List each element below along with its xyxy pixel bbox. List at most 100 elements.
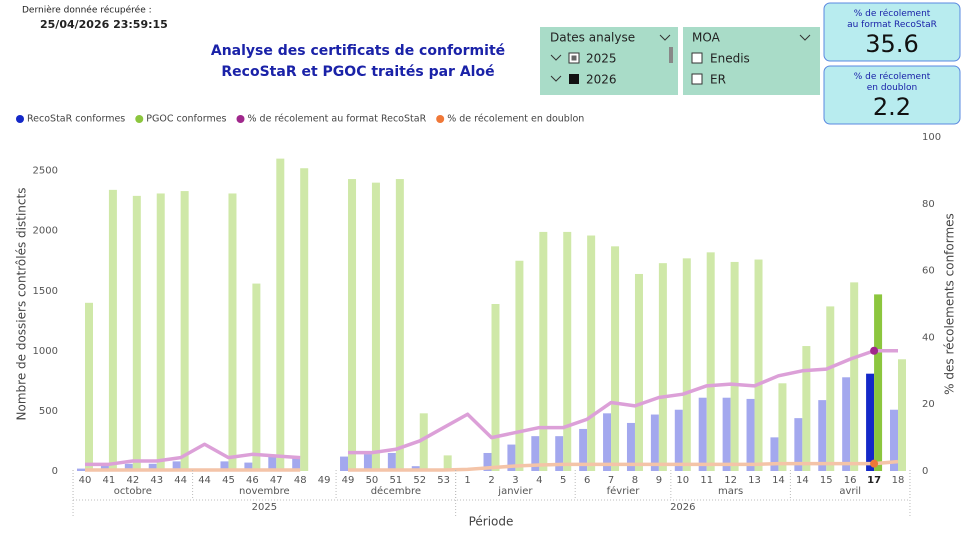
slicer-item[interactable]: 2025	[586, 52, 617, 66]
chevron[interactable]	[659, 34, 671, 41]
x-tick-label: 41	[103, 475, 116, 486]
checkbox[interactable]	[691, 73, 703, 85]
month-label: novembre	[239, 486, 290, 497]
x-tick-label: 47	[270, 475, 283, 486]
x-tick-label: 48	[294, 475, 307, 486]
bar	[483, 452, 492, 471]
bar	[866, 373, 875, 471]
chevron[interactable]	[799, 34, 811, 41]
x-axis-label: Période	[469, 515, 514, 529]
expand-icons[interactable]	[550, 54, 562, 82]
x-tick-label: 11	[700, 475, 713, 486]
x-tick-label: 13	[748, 475, 761, 486]
bar	[300, 168, 309, 471]
bar	[754, 259, 763, 471]
bar	[802, 346, 811, 471]
bar	[156, 193, 165, 471]
bar	[395, 179, 404, 471]
x-tick-label: 14	[796, 475, 809, 486]
bar	[634, 273, 643, 471]
bar	[818, 400, 827, 471]
x-tick-label: 1	[464, 475, 470, 486]
x-tick-label: 16	[844, 475, 857, 486]
x-tick-label: 18	[892, 475, 905, 486]
x-tick-label: 52	[413, 475, 426, 486]
slicer[interactable]	[540, 27, 678, 95]
bar	[890, 409, 898, 471]
y-tick-label: 2000	[33, 226, 58, 237]
bar	[563, 231, 572, 471]
bar	[363, 454, 372, 471]
bar	[228, 193, 237, 471]
legend-label: % de récolement au format RecoStaR	[248, 114, 427, 125]
bar	[515, 260, 524, 471]
y-tick-label: 2500	[33, 166, 58, 177]
x-tick-label: 15	[820, 475, 833, 486]
x-tick-label: 51	[389, 475, 402, 486]
month-label: mars	[718, 486, 743, 497]
bar	[507, 444, 516, 471]
last-value: 25/04/2026 23:59:15	[40, 18, 168, 31]
x-tick-label: 45	[222, 475, 235, 486]
marker	[870, 346, 879, 355]
marker	[870, 459, 879, 468]
bar	[85, 302, 93, 471]
y2-tick-label: 100	[922, 132, 941, 143]
bar	[603, 413, 612, 471]
y-tick-label: 500	[39, 406, 58, 417]
x-tick-label: 40	[79, 475, 92, 486]
slicer-item[interactable]: ER	[710, 73, 726, 87]
slicer[interactable]	[683, 27, 820, 95]
x-tick-label: 8	[632, 475, 638, 486]
bar	[794, 418, 803, 471]
x-tick-label: 14	[772, 475, 785, 486]
bar	[874, 294, 883, 471]
bar	[100, 464, 109, 471]
line	[85, 442, 301, 467]
checkbox[interactable]	[569, 74, 579, 84]
checkbox[interactable]	[691, 52, 703, 64]
bar	[387, 452, 396, 471]
x-tick-label: 3	[512, 475, 518, 486]
bar	[611, 246, 620, 471]
legend-swatch	[135, 115, 144, 123]
bar	[842, 377, 851, 471]
slicer-title: MOA	[692, 31, 721, 45]
y2-tick-label: 0	[922, 466, 928, 477]
bar	[539, 231, 548, 471]
bar	[698, 397, 707, 471]
bar	[292, 456, 301, 471]
y2-tick-label: 40	[922, 332, 935, 343]
month-label: janvier	[497, 486, 533, 497]
slicer-item[interactable]: 2026	[586, 73, 617, 87]
scrollbar[interactable]	[669, 47, 673, 63]
bar	[850, 282, 859, 471]
kpi-card	[823, 2, 961, 62]
x-tick-label: 2	[488, 475, 494, 486]
bar	[77, 468, 85, 471]
kpi-label: % de récolement en doublon	[854, 71, 931, 93]
bar	[148, 463, 157, 471]
x-tick-label: 6	[584, 475, 590, 486]
legend-label: RecoStaR conformes	[27, 114, 125, 125]
y2-tick-label: 80	[922, 199, 935, 210]
bar	[180, 191, 189, 471]
bar	[674, 409, 683, 471]
y2-tick-label: 20	[922, 399, 935, 410]
bar	[419, 413, 428, 471]
bar	[491, 304, 500, 471]
chart-title: RecoStaR et PGOC traités par Aloé	[221, 64, 494, 80]
month-label: décembre	[371, 485, 421, 497]
legend-swatch	[436, 115, 445, 123]
x-tick-label: 10	[676, 475, 689, 486]
kpi-card	[823, 65, 961, 125]
y-tick-label: 0	[52, 466, 58, 477]
month-label: avril	[839, 486, 861, 497]
y2-tick-label: 60	[922, 266, 935, 277]
bar	[682, 258, 691, 471]
kpi-value: 2.2	[873, 93, 911, 121]
y-tick-label: 1500	[33, 286, 58, 297]
bar	[371, 182, 380, 472]
slicer-item[interactable]: Enedis	[710, 52, 750, 66]
